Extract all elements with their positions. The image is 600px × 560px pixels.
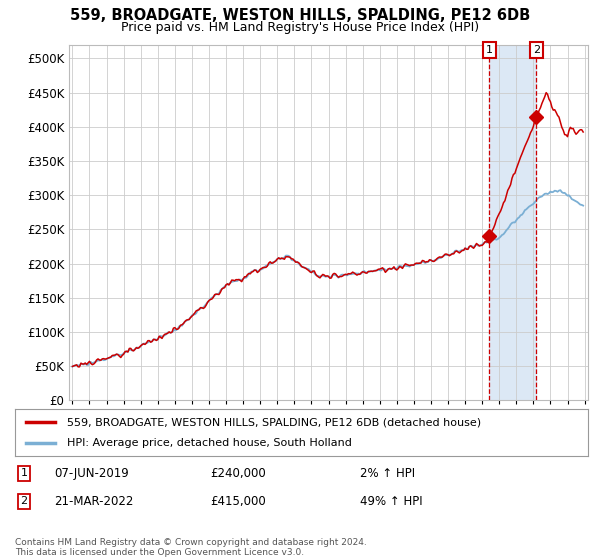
- Text: £240,000: £240,000: [210, 466, 266, 480]
- Text: 1: 1: [20, 468, 28, 478]
- Text: 2: 2: [20, 496, 28, 506]
- Text: 49% ↑ HPI: 49% ↑ HPI: [360, 494, 422, 508]
- Text: 559, BROADGATE, WESTON HILLS, SPALDING, PE12 6DB: 559, BROADGATE, WESTON HILLS, SPALDING, …: [70, 8, 530, 24]
- Text: 559, BROADGATE, WESTON HILLS, SPALDING, PE12 6DB (detached house): 559, BROADGATE, WESTON HILLS, SPALDING, …: [67, 417, 481, 427]
- Text: Price paid vs. HM Land Registry's House Price Index (HPI): Price paid vs. HM Land Registry's House …: [121, 21, 479, 34]
- Text: £415,000: £415,000: [210, 494, 266, 508]
- Text: Contains HM Land Registry data © Crown copyright and database right 2024.
This d: Contains HM Land Registry data © Crown c…: [15, 538, 367, 557]
- Text: 21-MAR-2022: 21-MAR-2022: [54, 494, 133, 508]
- Text: 1: 1: [486, 45, 493, 55]
- Bar: [490, 45, 536, 400]
- Text: 2% ↑ HPI: 2% ↑ HPI: [360, 466, 415, 480]
- Text: 07-JUN-2019: 07-JUN-2019: [54, 466, 129, 480]
- Text: 2: 2: [533, 45, 540, 55]
- Text: HPI: Average price, detached house, South Holland: HPI: Average price, detached house, Sout…: [67, 438, 352, 448]
